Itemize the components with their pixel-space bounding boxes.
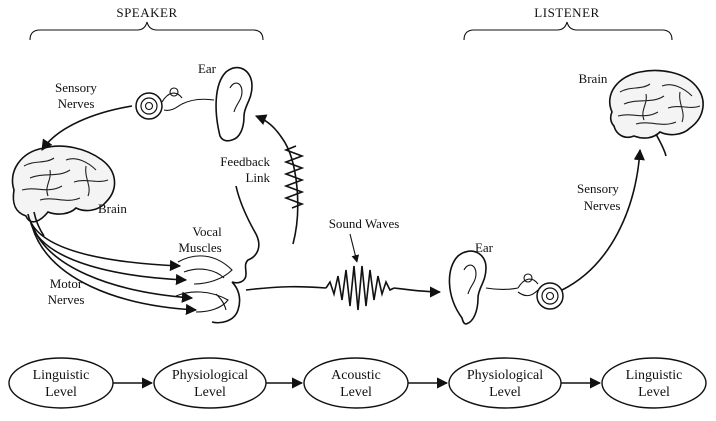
vocal-muscles-label-1: Vocal [192, 224, 222, 239]
level-label-line2: Level [489, 385, 521, 400]
sound-wave-icon [325, 265, 395, 311]
speaker-brain-label: Brain [98, 201, 127, 216]
listener-sensory-label-1: Sensory [577, 181, 619, 196]
feedback-link-label-1: Feedback [220, 154, 270, 169]
level-node [153, 357, 267, 409]
level-label-line1: Physiological [467, 368, 543, 383]
listener-ear-label: Ear [475, 240, 494, 255]
speaker-sensory-nerve-path [41, 105, 133, 151]
speaker-brain-icon [11, 145, 116, 237]
level-node [8, 357, 114, 409]
motor-nerves-label-2: Nerves [48, 292, 85, 307]
levels-row: Linguistic Level Physiological Level Aco… [8, 357, 707, 409]
speaker-header: SPEAKER [116, 5, 177, 20]
level-label-line1: Linguistic [33, 368, 90, 383]
motor-nerves-label-1: Motor [50, 276, 83, 291]
level-label-line2: Level [194, 385, 226, 400]
listener-brain-icon [608, 69, 704, 157]
speaker-sensory-label-1: Sensory [55, 80, 97, 95]
level-label-line2: Level [340, 385, 372, 400]
speaker-brace [29, 21, 264, 41]
vocal-muscles-label-2: Muscles [178, 240, 221, 255]
listener-header: LISTENER [534, 5, 599, 20]
speaker-sensory-label-2: Nerves [58, 96, 95, 111]
listener-cochlea-icon [517, 273, 564, 310]
level-label-line1: Physiological [172, 368, 248, 383]
listener-ear-icon [448, 250, 519, 325]
sound-waves-label: Sound Waves [329, 216, 400, 231]
listener-brain-label: Brain [579, 71, 608, 86]
level-label-line2: Level [45, 385, 77, 400]
level-label-line1: Linguistic [626, 368, 683, 383]
acoustic-path-arrow [393, 286, 442, 298]
speaker-head-icon [175, 185, 260, 324]
motor-nerve-paths [27, 213, 198, 316]
feedback-wave [283, 145, 305, 209]
listener-brace [463, 21, 673, 41]
level-label-line2: Level [638, 385, 670, 400]
listener-sensory-nerve-path [561, 148, 645, 291]
level-node [448, 357, 562, 409]
level-label-line1: Acoustic [331, 368, 381, 383]
speaker-cochlea-icon [135, 87, 183, 120]
level-node [601, 357, 707, 409]
level-node [303, 357, 409, 409]
speaker-ear-icon [181, 66, 253, 142]
sound-waves-pointer [349, 233, 360, 263]
feedback-link-label-2: Link [245, 170, 270, 185]
feedback-link-path [254, 114, 299, 245]
listener-sensory-label-2: Nerves [584, 198, 621, 213]
acoustic-path-line [245, 285, 327, 291]
speaker-ear-label: Ear [198, 61, 217, 76]
